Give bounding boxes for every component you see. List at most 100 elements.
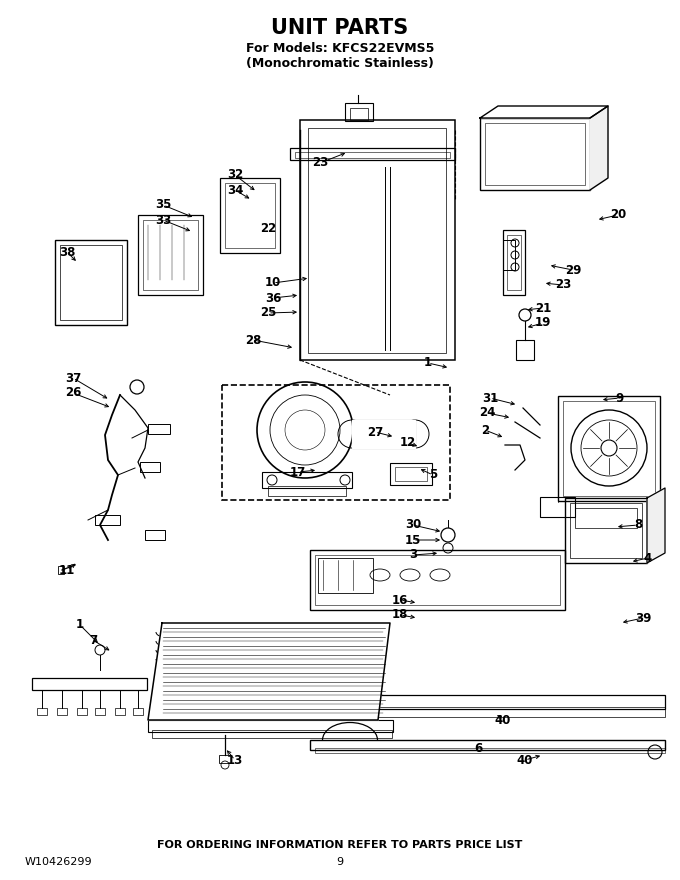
Text: 37: 37 <box>65 371 81 385</box>
Text: 13: 13 <box>227 753 243 766</box>
Text: 26: 26 <box>65 386 81 400</box>
Bar <box>219 755 231 763</box>
Text: 38: 38 <box>58 246 75 259</box>
Text: 20: 20 <box>610 209 626 222</box>
Bar <box>308 128 446 353</box>
Bar <box>133 708 143 715</box>
Bar <box>148 720 393 732</box>
Text: FOR ORDERING INFORMATION REFER TO PARTS PRICE LIST: FOR ORDERING INFORMATION REFER TO PARTS … <box>157 840 523 850</box>
Bar <box>503 230 525 295</box>
Text: 6: 6 <box>474 742 482 754</box>
Text: For Models: KFCS22EVMS5: For Models: KFCS22EVMS5 <box>245 41 435 55</box>
Text: 4: 4 <box>644 552 652 564</box>
Bar <box>558 396 660 501</box>
Text: 3: 3 <box>409 548 417 561</box>
Text: 40: 40 <box>517 753 533 766</box>
Bar <box>352 420 415 448</box>
Bar <box>310 740 665 750</box>
Bar <box>503 240 515 270</box>
Text: 19: 19 <box>534 317 551 329</box>
Bar <box>310 695 665 709</box>
Text: 2: 2 <box>481 423 489 436</box>
Bar <box>516 340 534 360</box>
Bar <box>345 103 373 121</box>
Polygon shape <box>480 106 608 118</box>
Text: 15: 15 <box>405 533 421 546</box>
Text: 24: 24 <box>479 407 495 420</box>
Polygon shape <box>352 420 415 448</box>
Polygon shape <box>590 106 608 190</box>
Bar <box>32 678 147 690</box>
Text: 1: 1 <box>424 356 432 370</box>
Text: 25: 25 <box>260 306 276 319</box>
Bar <box>485 123 585 185</box>
Bar <box>507 235 521 290</box>
Bar <box>565 498 647 563</box>
Bar <box>58 566 64 574</box>
Bar <box>143 220 198 290</box>
Bar <box>115 708 125 715</box>
Bar <box>55 240 127 325</box>
Bar <box>95 515 120 525</box>
Bar <box>222 385 450 500</box>
Bar <box>37 708 47 715</box>
Bar <box>300 120 455 360</box>
Text: W10426299: W10426299 <box>25 857 92 867</box>
Text: 11: 11 <box>59 563 75 576</box>
Bar <box>315 555 560 605</box>
Text: 34: 34 <box>227 184 243 196</box>
Bar <box>295 152 450 158</box>
Text: 16: 16 <box>392 593 408 606</box>
Bar <box>318 558 373 593</box>
Polygon shape <box>148 623 390 720</box>
Text: 9: 9 <box>337 857 343 867</box>
Polygon shape <box>647 488 665 563</box>
Text: 7: 7 <box>89 634 97 647</box>
Bar <box>390 463 432 485</box>
Text: 39: 39 <box>635 612 651 625</box>
Bar <box>220 178 280 253</box>
Bar <box>563 401 655 496</box>
Bar <box>145 530 165 540</box>
Text: 18: 18 <box>392 608 408 621</box>
Text: 22: 22 <box>260 222 276 234</box>
Text: UNIT PARTS: UNIT PARTS <box>271 18 409 38</box>
Text: 10: 10 <box>265 276 281 290</box>
Bar <box>315 748 665 753</box>
Bar <box>262 472 352 488</box>
Bar <box>148 424 170 434</box>
Text: 21: 21 <box>535 302 551 314</box>
Bar <box>77 708 87 715</box>
Text: 32: 32 <box>227 168 243 181</box>
Bar <box>268 486 346 496</box>
Bar <box>60 245 122 320</box>
Bar <box>152 730 392 738</box>
Text: 1: 1 <box>76 619 84 632</box>
Text: 9: 9 <box>616 392 624 405</box>
Text: (Monochromatic Stainless): (Monochromatic Stainless) <box>246 57 434 70</box>
Bar <box>350 108 368 120</box>
Text: 12: 12 <box>400 436 416 450</box>
Text: 5: 5 <box>429 468 437 481</box>
Text: 36: 36 <box>265 291 282 304</box>
Bar <box>315 707 665 717</box>
Bar <box>310 550 565 610</box>
Bar <box>95 708 105 715</box>
Text: 8: 8 <box>634 518 642 532</box>
Bar <box>540 497 575 517</box>
Bar <box>570 503 642 558</box>
Text: 17: 17 <box>290 466 306 479</box>
Text: 35: 35 <box>155 199 171 211</box>
Text: 27: 27 <box>367 426 383 438</box>
Bar <box>575 508 637 528</box>
Text: 40: 40 <box>495 714 511 727</box>
Bar <box>140 462 160 472</box>
Bar <box>225 183 275 248</box>
Text: 23: 23 <box>555 278 571 291</box>
Bar <box>480 118 590 190</box>
Bar <box>138 215 203 295</box>
Bar <box>395 467 427 481</box>
Text: 30: 30 <box>405 518 421 532</box>
Bar <box>290 148 455 160</box>
Text: 29: 29 <box>565 263 581 276</box>
